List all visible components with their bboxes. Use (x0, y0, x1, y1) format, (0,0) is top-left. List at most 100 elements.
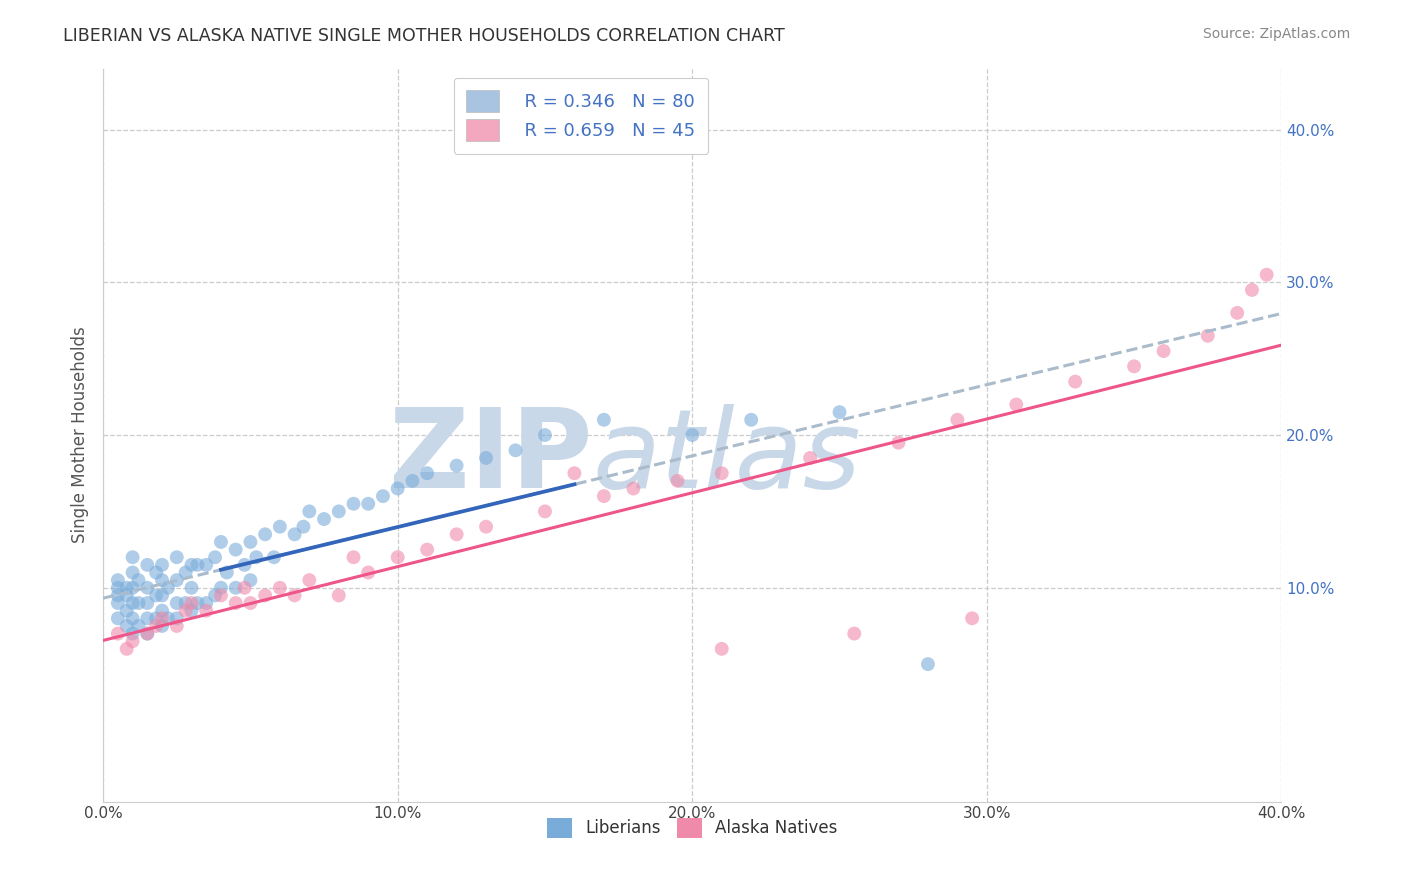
Point (710, 641, 733, 656)
Point (225, 596, 247, 610)
Point (156, 611, 179, 625)
Point (136, 558, 159, 572)
Point (150, 604, 173, 618)
Point (564, 467, 586, 481)
Point (342, 550, 364, 565)
Point (1240, 283, 1263, 297)
Point (328, 588, 350, 602)
Point (534, 504, 557, 518)
Point (174, 596, 197, 610)
Point (1064, 375, 1087, 389)
Point (740, 413, 762, 427)
Point (298, 504, 321, 518)
Point (292, 519, 315, 533)
Point (269, 581, 291, 595)
Legend: Liberians, Alaska Natives: Liberians, Alaska Natives (540, 811, 845, 845)
Point (186, 596, 208, 610)
Point (298, 573, 321, 587)
Point (239, 573, 262, 587)
Point (166, 573, 188, 587)
Point (245, 550, 267, 565)
Point (166, 619, 188, 633)
Point (621, 482, 644, 496)
Point (387, 482, 409, 496)
Point (371, 489, 394, 503)
Point (204, 588, 226, 602)
Point (150, 588, 173, 602)
Point (121, 550, 143, 565)
Point (115, 588, 138, 602)
Text: LIBERIAN VS ALASKA NATIVE SINGLE MOTHER HOUSEHOLDS CORRELATION CHART: LIBERIAN VS ALASKA NATIVE SINGLE MOTHER … (63, 27, 785, 45)
Text: atlas: atlas (592, 403, 860, 510)
Point (225, 581, 247, 595)
Point (107, 581, 129, 595)
Point (446, 527, 468, 541)
Point (284, 527, 307, 541)
Point (209, 588, 232, 602)
Point (505, 443, 527, 458)
Point (342, 497, 364, 511)
Point (204, 550, 226, 565)
Point (1153, 344, 1175, 359)
Point (127, 573, 149, 587)
Point (121, 566, 143, 580)
Point (960, 611, 983, 625)
Point (121, 596, 143, 610)
Point (156, 581, 179, 595)
Point (225, 542, 247, 557)
Point (136, 626, 159, 640)
Point (136, 596, 159, 610)
Point (681, 428, 703, 442)
Point (401, 474, 423, 488)
Point (239, 596, 262, 610)
Point (180, 558, 202, 572)
Point (209, 581, 232, 595)
Point (917, 657, 939, 672)
Point (446, 458, 468, 473)
Point (263, 550, 285, 565)
Point (593, 413, 616, 427)
Point (136, 611, 159, 625)
Point (121, 581, 143, 595)
Point (593, 489, 616, 503)
Point (710, 467, 733, 481)
Point (357, 566, 380, 580)
Point (174, 566, 197, 580)
Point (799, 450, 821, 465)
Point (121, 634, 143, 648)
Point (475, 450, 498, 465)
Point (475, 519, 498, 533)
Point (107, 573, 129, 587)
Point (166, 611, 188, 625)
Point (180, 596, 202, 610)
Point (107, 626, 129, 640)
Point (416, 542, 439, 557)
Point (180, 604, 202, 618)
Point (115, 581, 138, 595)
Point (666, 474, 689, 488)
Point (233, 558, 256, 572)
Point (150, 573, 173, 587)
Point (233, 581, 256, 595)
Point (844, 626, 866, 640)
Point (145, 566, 167, 580)
Point (115, 619, 138, 633)
Point (115, 604, 138, 618)
Point (1226, 306, 1249, 320)
Point (195, 596, 218, 610)
Point (215, 566, 238, 580)
Text: ZIP: ZIP (388, 403, 592, 510)
Point (121, 611, 143, 625)
Point (136, 581, 159, 595)
Point (254, 588, 277, 602)
Point (1197, 328, 1219, 343)
Point (828, 405, 851, 419)
Point (186, 558, 208, 572)
Point (269, 519, 291, 533)
Y-axis label: Single Mother Households: Single Mother Households (72, 326, 89, 543)
Point (416, 467, 439, 481)
Point (328, 504, 350, 518)
Point (239, 535, 262, 549)
Point (534, 428, 557, 442)
Point (180, 581, 202, 595)
